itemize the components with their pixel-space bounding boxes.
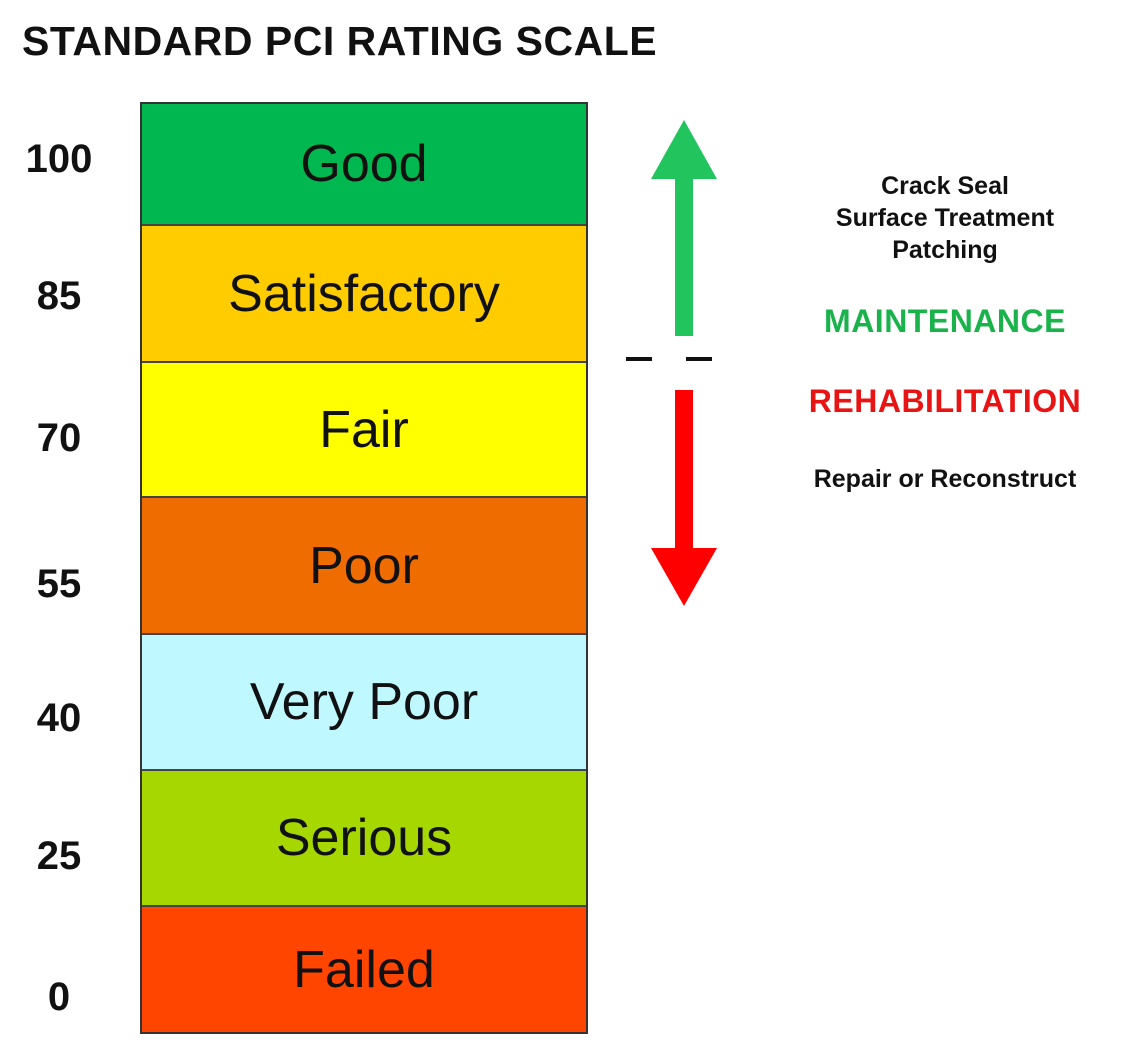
maintenance-label: MAINTENANCE [824,303,1066,339]
maintenance-up-arrow-icon [651,120,717,336]
treatment-arrows [626,120,717,606]
rating-scale: Good Satisfactory Fair Poor Very Poor Se… [140,102,588,1034]
band-failed: Failed [142,907,586,1032]
tick-label-0: 0 [47,975,71,1019]
tick-label-40: 40 [36,696,82,740]
maintenance-treatment-3: Patching [892,236,998,264]
tick-label-85: 85 [36,274,82,318]
rehabilitation-description: Repair or Reconstruct [813,465,1077,493]
tick-label-70: 70 [36,416,82,460]
maintenance-treatment-2: Surface Treatment [835,204,1055,232]
tick-label-25: 25 [36,834,82,878]
maintenance-treatment-1: Crack Seal [881,172,1009,200]
rehabilitation-label: REHABILITATION [808,383,1082,419]
band-very-poor: Very Poor [142,635,586,771]
band-serious: Serious [142,771,586,907]
band-fair: Fair [142,363,586,498]
tick-label-100: 100 [25,137,93,181]
diagram-title: STANDARD PCI RATING SCALE [22,18,658,64]
band-poor: Poor [142,498,586,635]
tick-label-55: 55 [36,562,82,606]
rehabilitation-down-arrow-icon [651,390,717,606]
band-good: Good [142,104,586,226]
divider-dash-icon [626,357,712,361]
band-satisfactory: Satisfactory [142,226,586,363]
